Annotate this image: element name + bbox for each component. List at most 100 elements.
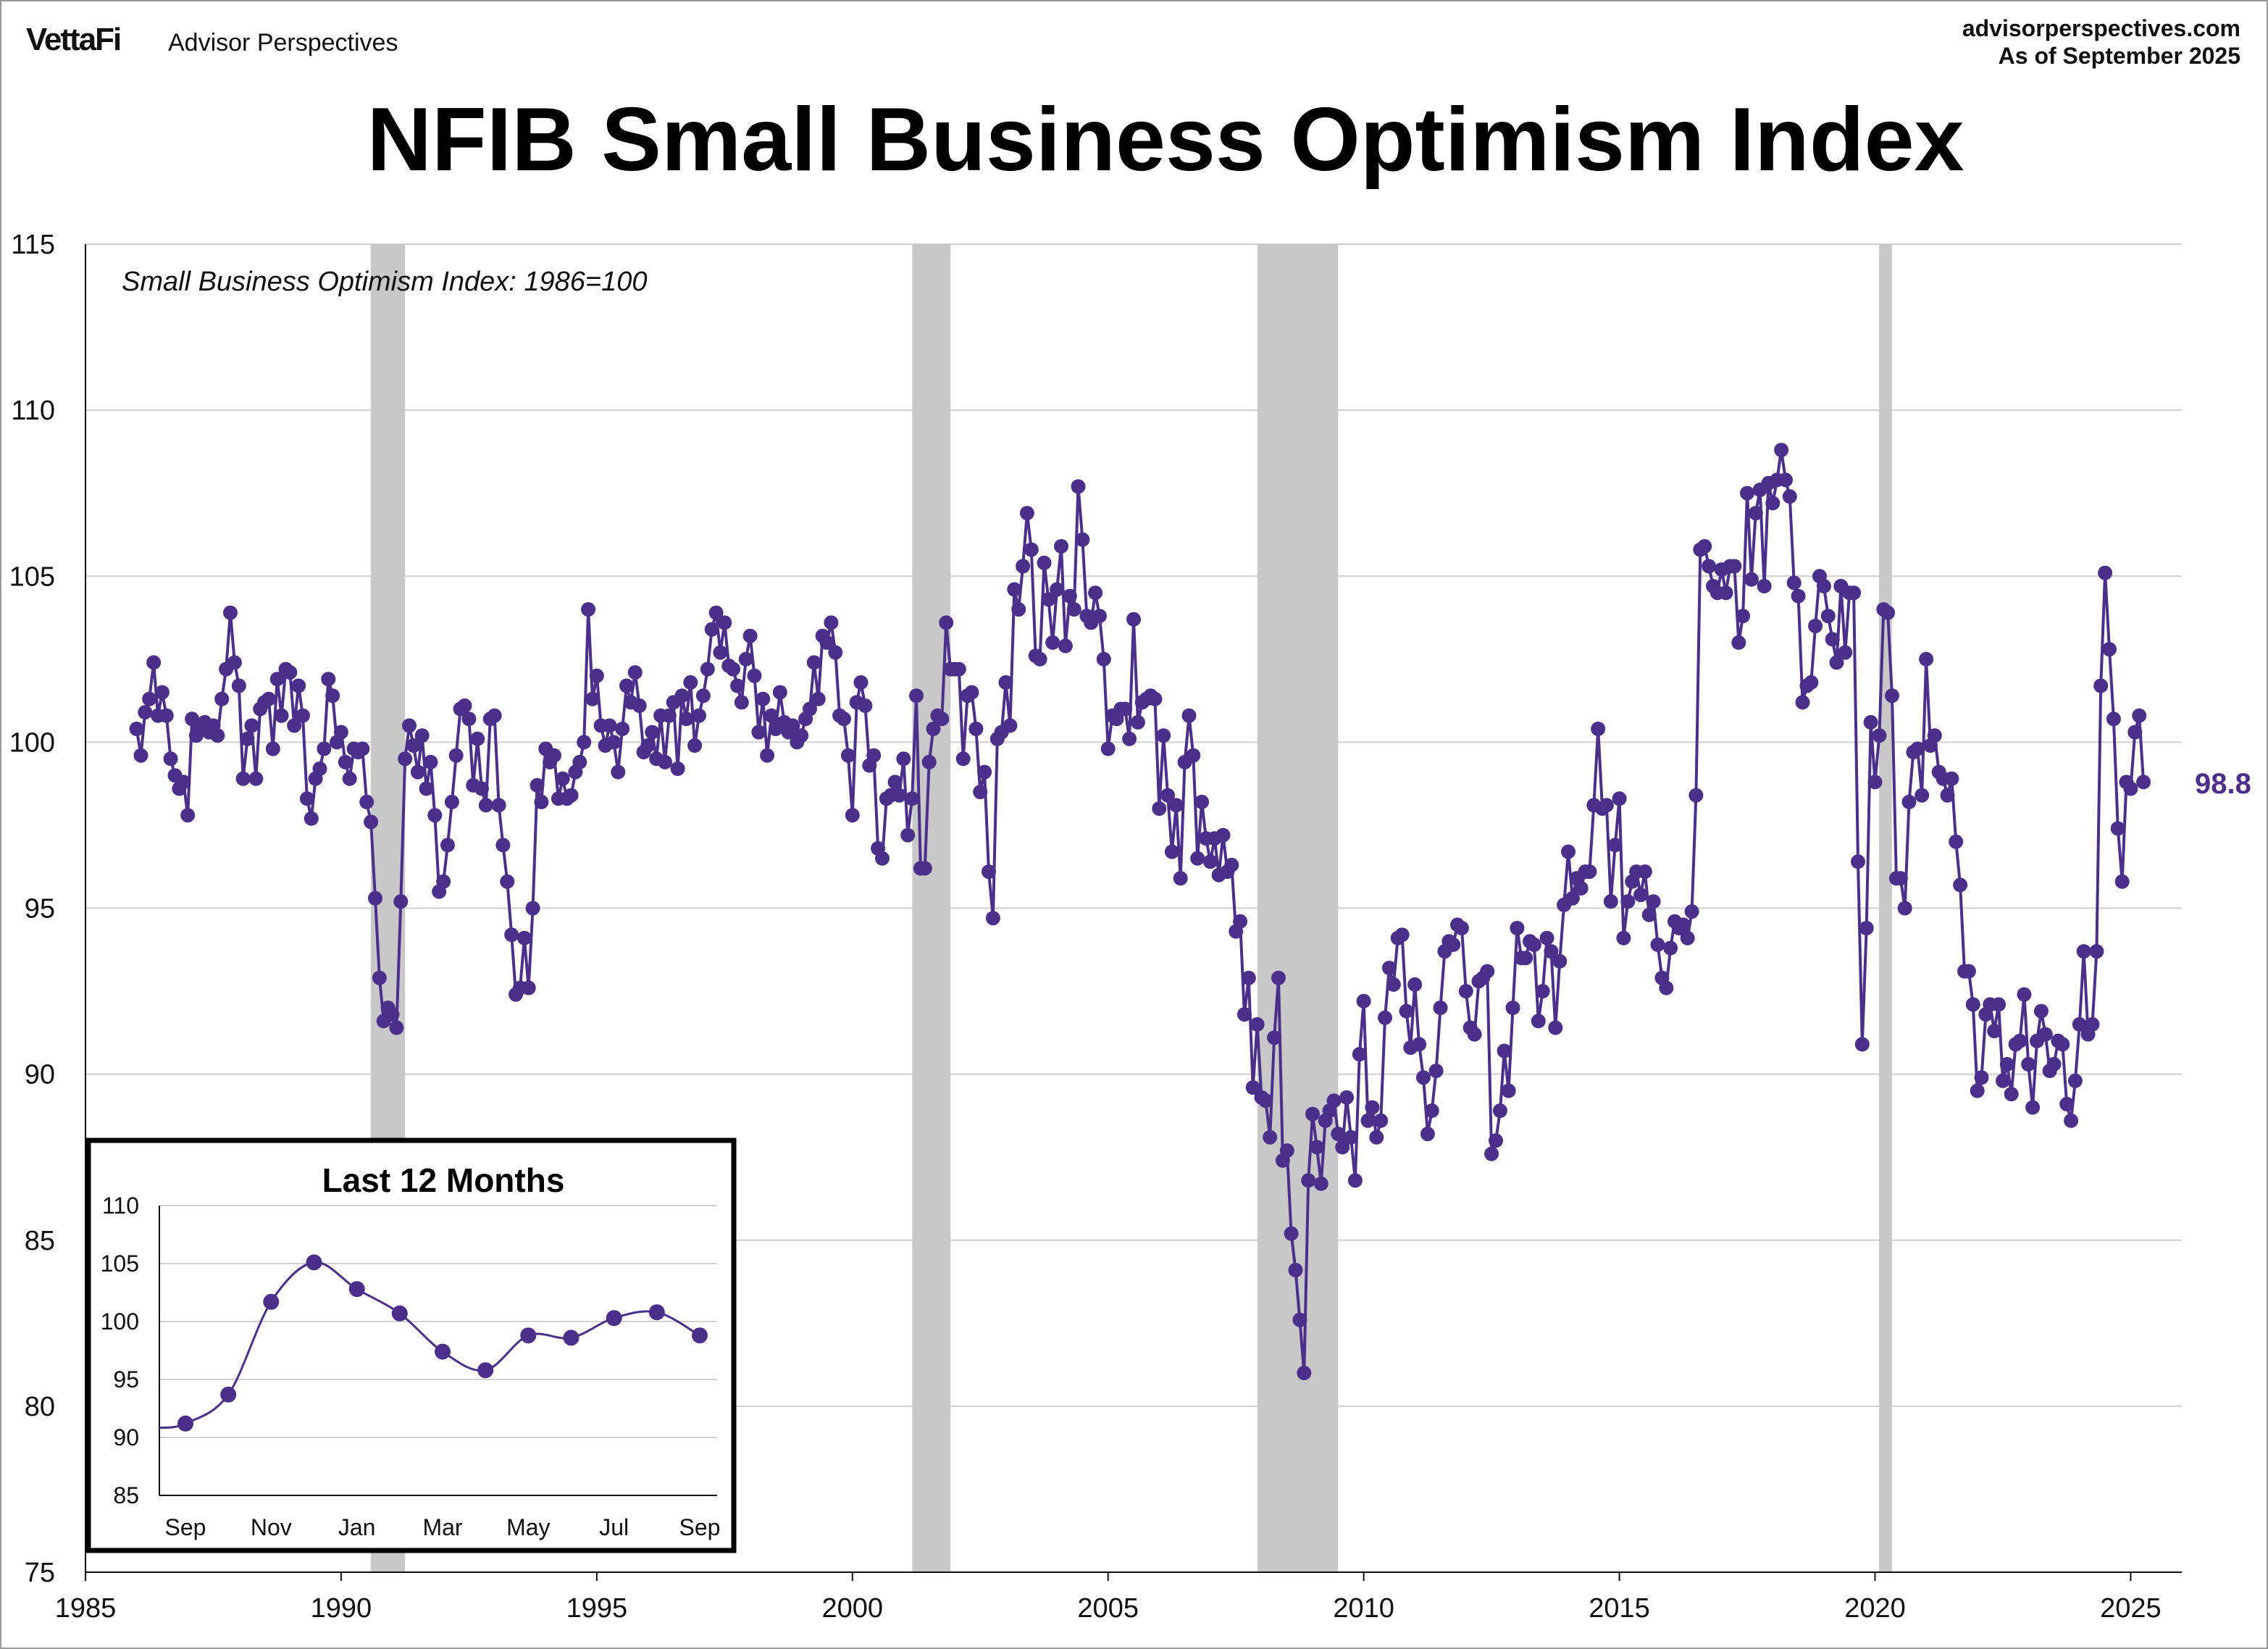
data-point (1646, 894, 1661, 909)
data-point (1846, 585, 1862, 601)
data-point (516, 930, 532, 945)
data-point (138, 705, 153, 720)
data-point (615, 722, 630, 736)
inset-frame (85, 1137, 737, 1553)
data-point (154, 685, 170, 700)
data-point (1919, 651, 1934, 667)
data-point (858, 698, 873, 713)
data-point (500, 874, 515, 889)
data-point (1288, 1263, 1303, 1277)
inset-y-tick-label: 95 (113, 1366, 139, 1393)
data-point (525, 901, 540, 916)
data-point (133, 748, 148, 763)
x-tick-label: 2000 (822, 1593, 884, 1624)
data-point (244, 718, 259, 733)
data-point (1599, 798, 1614, 813)
data-point (312, 761, 327, 776)
inset-x-tick-label: Sep (165, 1514, 206, 1540)
data-point (640, 738, 656, 753)
data-point (1245, 1080, 1260, 1095)
data-point (448, 748, 464, 763)
data-point (917, 861, 932, 876)
data-point (1331, 1127, 1346, 1142)
data-point (1786, 575, 1802, 590)
data-point (304, 811, 319, 826)
data-point (1757, 579, 1772, 593)
x-tick-label: 2015 (1589, 1593, 1650, 1624)
data-point (1702, 559, 1717, 574)
data-point (1544, 944, 1559, 959)
inset-y-tick-label: 100 (101, 1308, 139, 1335)
data-point (1518, 951, 1533, 966)
data-point (1820, 609, 1836, 624)
inset-y-tick-label: 90 (113, 1424, 139, 1450)
data-point (1510, 921, 1525, 935)
data-point (1539, 930, 1554, 945)
data-point (1808, 619, 1823, 633)
data-point (235, 771, 251, 786)
data-point (1194, 794, 1210, 809)
data-point (1663, 940, 1678, 956)
data-point (2059, 1096, 2075, 1111)
data-point (487, 708, 502, 723)
data-point (1241, 970, 1256, 985)
recession-band (912, 244, 951, 1572)
data-point (730, 678, 745, 693)
data-point (265, 741, 280, 756)
data-point (1147, 691, 1163, 706)
data-point (2085, 1016, 2100, 1032)
data-point (410, 764, 425, 780)
data-point (176, 775, 191, 790)
data-point (900, 827, 916, 843)
data-point (708, 605, 724, 620)
data-point (955, 751, 971, 767)
data-point (1991, 997, 2007, 1012)
data-point (1424, 1103, 1439, 1118)
data-point (1591, 722, 1606, 736)
y-tick-label: 105 (9, 562, 55, 592)
data-point (581, 602, 596, 617)
data-point (1446, 937, 1461, 952)
data-point (734, 695, 749, 710)
data-point (2114, 874, 2130, 889)
data-point (875, 851, 890, 866)
data-point (1041, 592, 1056, 607)
y-tick-label: 115 (11, 230, 55, 260)
x-tick-label: 1985 (55, 1593, 117, 1624)
data-point (683, 675, 698, 690)
data-point (1675, 917, 1691, 932)
data-point (146, 655, 162, 670)
data-point (1297, 1366, 1312, 1380)
data-point (1301, 1173, 1316, 1188)
data-point (444, 794, 459, 809)
data-point (2093, 678, 2109, 693)
data-point (1612, 791, 1627, 806)
x-tick-label: 1995 (566, 1593, 628, 1624)
data-point (1965, 997, 1980, 1012)
data-point (926, 722, 941, 736)
data-point (461, 711, 477, 727)
data-point (1407, 977, 1423, 992)
data-point (1309, 1140, 1324, 1155)
data-point (1292, 1312, 1307, 1327)
data-point (223, 605, 238, 620)
data-point (210, 728, 225, 743)
data-point (1062, 588, 1077, 604)
last-value-label: 98.8 (2195, 768, 2251, 800)
data-point (1202, 854, 1218, 869)
data-point (998, 675, 1013, 690)
data-point (1838, 645, 1853, 660)
data-point (742, 628, 758, 643)
x-tick-label: 2025 (2100, 1593, 2162, 1624)
data-point (342, 771, 357, 786)
data-point (1152, 801, 1167, 816)
data-point (1164, 844, 1179, 859)
data-point (1352, 1047, 1367, 1062)
data-point (1736, 609, 1751, 624)
data-point (1045, 635, 1060, 650)
data-point (1535, 984, 1550, 999)
data-point (1032, 651, 1047, 667)
data-point (1305, 1106, 1320, 1122)
inset-x-tick-label: Mar (422, 1514, 462, 1540)
data-point (333, 725, 348, 740)
